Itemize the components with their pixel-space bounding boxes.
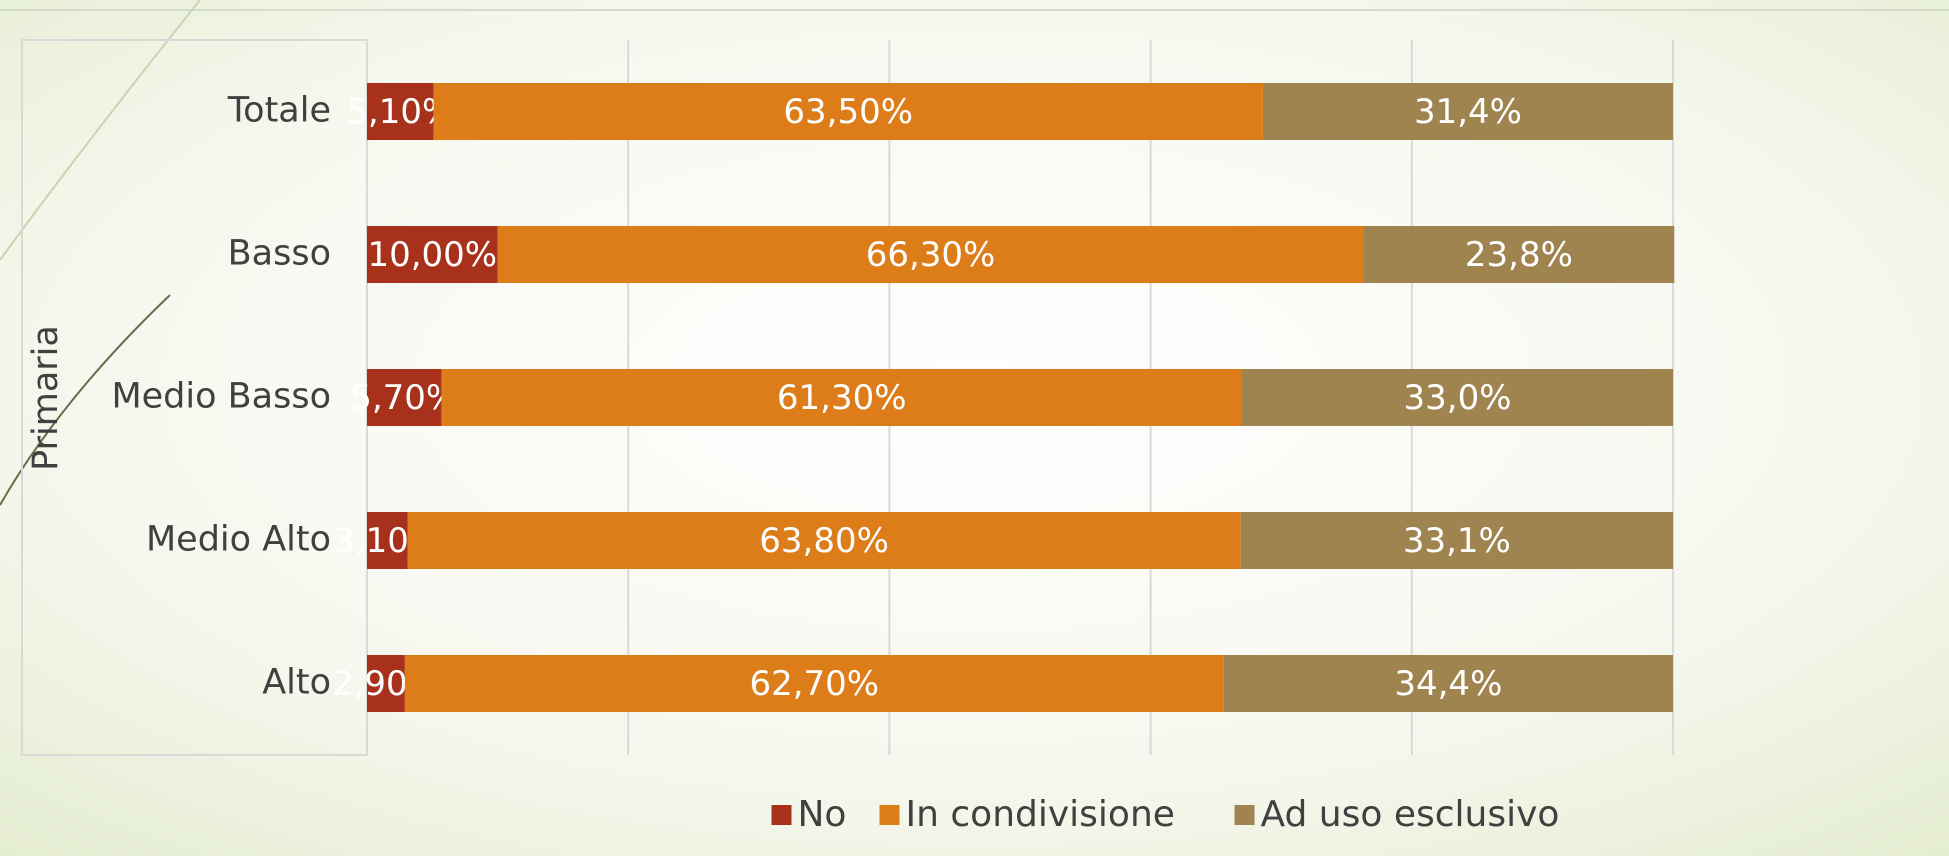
legend-label: No	[798, 794, 847, 835]
bar-segment	[1363, 226, 1675, 283]
bar-segment	[367, 226, 498, 283]
bar-segment	[367, 655, 405, 712]
bar-segment	[407, 512, 1241, 569]
bar-segment	[367, 83, 434, 140]
bar-segment	[433, 83, 1263, 140]
y-tick-label: Alto	[262, 663, 331, 703]
bar-segment	[1240, 512, 1673, 569]
data-label: 31,4%	[1414, 92, 1522, 132]
bar-segment	[1242, 369, 1673, 426]
y-tick-label: Totale	[227, 91, 331, 131]
legend-label: Ad uso esclusivo	[1261, 794, 1560, 835]
data-label: 10,00%	[367, 235, 497, 275]
legend-swatch	[771, 805, 792, 825]
y-tick-label: Basso	[228, 234, 331, 274]
data-label: 62,70%	[749, 664, 879, 704]
bar-segment	[1223, 655, 1673, 712]
legend-label: In condivisione	[906, 794, 1175, 835]
legend-swatch	[1234, 805, 1255, 825]
bar-segment	[1262, 83, 1673, 140]
data-label: 61,30%	[777, 378, 907, 418]
data-label: 66,30%	[866, 235, 996, 275]
decor-curve	[0, 294, 171, 506]
data-label: 5,70%	[350, 378, 458, 418]
legend-swatch	[879, 805, 900, 825]
bar-segment	[367, 512, 408, 569]
y-tick-label: Medio Alto	[146, 520, 331, 560]
data-label: 34,4%	[1394, 664, 1502, 704]
bar-segment	[367, 369, 442, 426]
group-label: Primaria	[26, 325, 66, 471]
bar-segment	[497, 226, 1364, 283]
data-label: 33,0%	[1404, 378, 1512, 418]
data-label: 33,1%	[1403, 521, 1511, 561]
bar-segment	[404, 655, 1224, 712]
bar-segment	[441, 369, 1243, 426]
y-tick-label: Medio Basso	[111, 377, 331, 417]
data-label: 23,8%	[1465, 235, 1573, 275]
data-label: 63,50%	[783, 92, 913, 132]
data-label: 63,80%	[759, 521, 889, 561]
